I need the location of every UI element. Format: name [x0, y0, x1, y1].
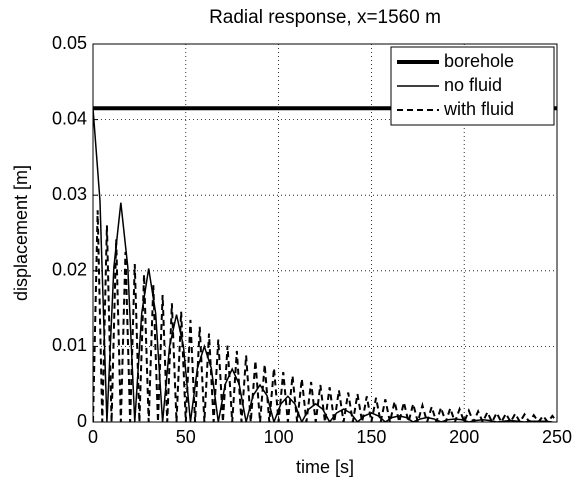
- legend-label: with fluid: [443, 99, 514, 119]
- y-tick-label: 0.05: [52, 33, 87, 53]
- y-axis-label: displacement [m]: [11, 165, 31, 301]
- y-tick-label: 0.01: [52, 335, 87, 355]
- x-tick-label: 100: [264, 427, 294, 447]
- x-tick-label: 200: [449, 427, 479, 447]
- y-tick-label: 0.02: [52, 260, 87, 280]
- x-tick-label: 50: [176, 427, 196, 447]
- y-tick-label: 0.04: [52, 108, 87, 128]
- y-tick-label: 0: [77, 411, 87, 431]
- chart-title: Radial response, x=1560 m: [209, 7, 441, 28]
- x-axis-label: time [s]: [296, 457, 354, 477]
- plot-frame: [92, 43, 558, 423]
- x-tick-label: 150: [356, 427, 386, 447]
- series-line: [93, 210, 557, 422]
- legend-label: no fluid: [444, 75, 502, 95]
- x-tick-label: 0: [88, 427, 98, 447]
- x-tick-label: 250: [542, 427, 572, 447]
- legend-label: borehole: [444, 51, 514, 71]
- y-tick-label: 0.03: [52, 184, 87, 204]
